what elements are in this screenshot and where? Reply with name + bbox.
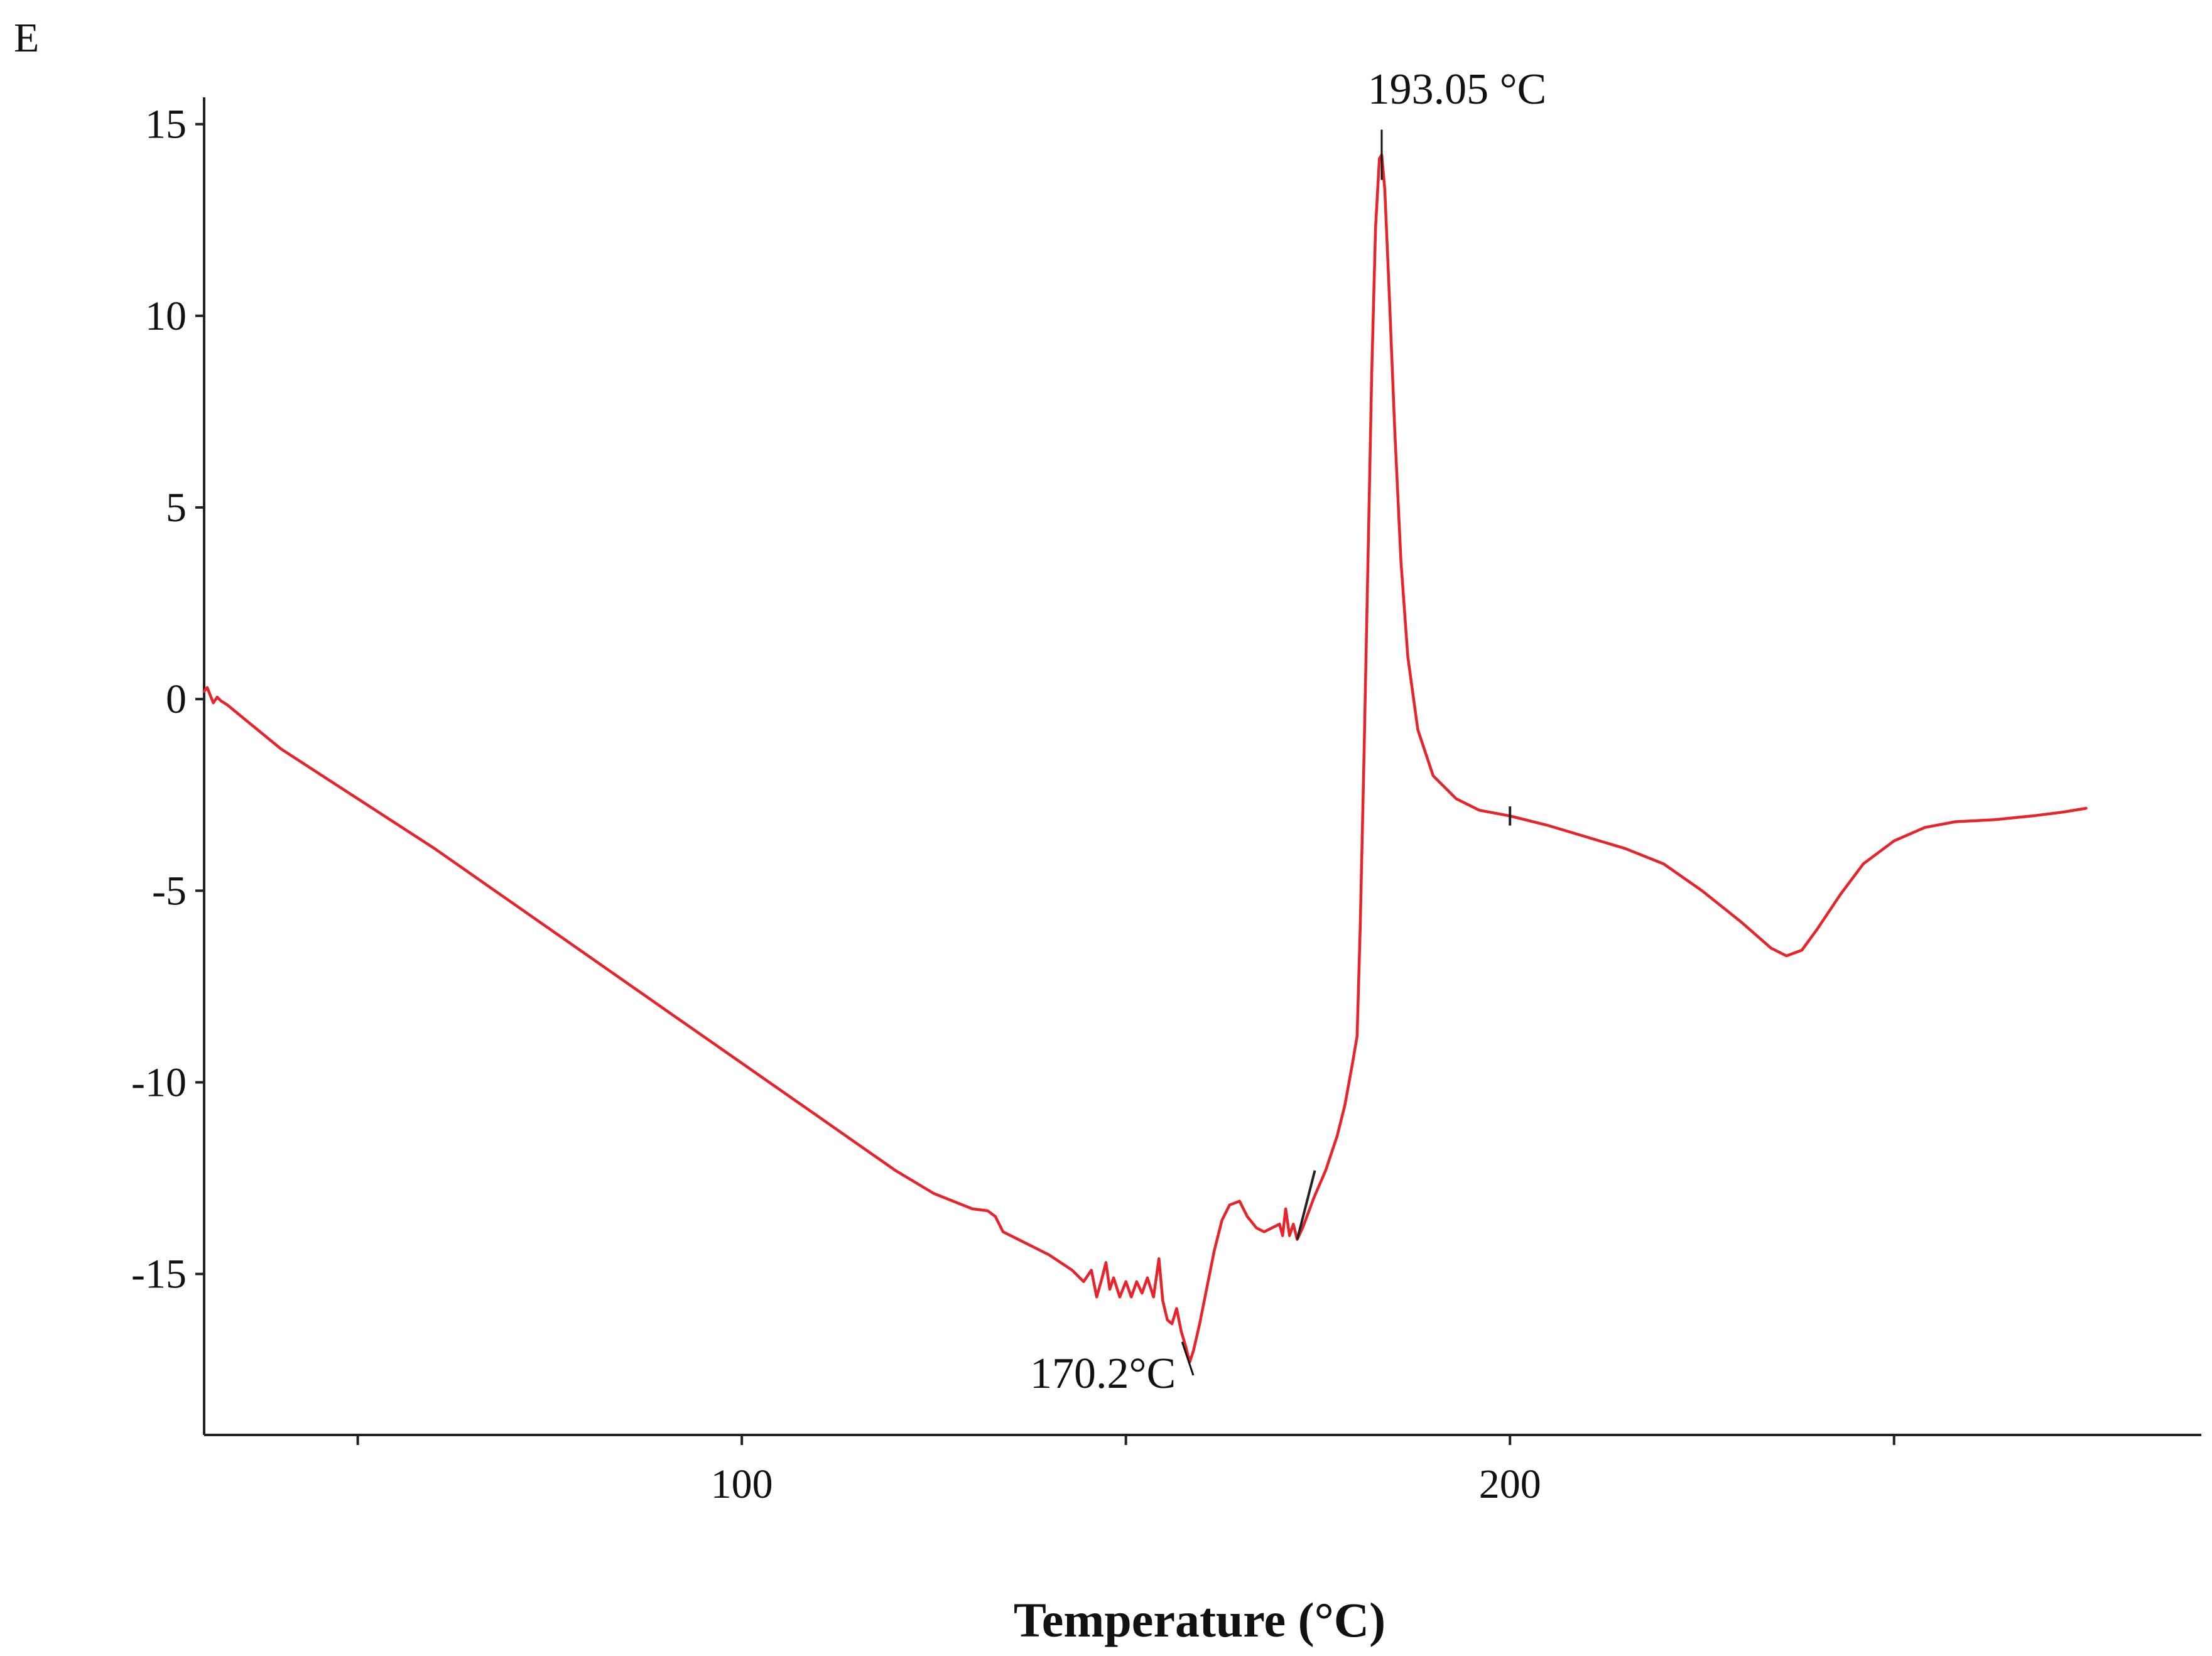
y-ticks: 15 10 5 0 -5 -10 -15 [131,102,204,1297]
y-tick-label: 0 [166,676,187,722]
x-tick-label: 100 [711,1461,773,1507]
annotations: 193.05 °C 170.2°C [1030,65,1546,1398]
axes: 15 10 5 0 -5 -10 -15 100 200 [131,97,2201,1507]
series [202,153,2088,1364]
x-tick-label: 200 [1479,1461,1541,1507]
panel-letter: E [14,15,39,61]
x-ticks: 100 200 [356,1435,1895,1507]
x-axis-title: Temperature (°C) [1014,1593,1385,1647]
trough-leader-line [1181,1341,1195,1376]
y-tick-label: -15 [131,1252,187,1297]
peak-annotation-label: 193.05 °C [1368,65,1547,114]
y-tick-label: -10 [131,1060,187,1106]
y-tick-label: 15 [145,102,187,148]
onset-marker [1296,1170,1316,1240]
trough-annotation-label: 170.2°C [1030,1350,1176,1398]
y-tick-label: -5 [152,868,187,914]
y-tick-label: 5 [166,485,187,531]
dsc-curve-series-0 [202,153,2088,1364]
y-tick-label: 10 [145,293,187,339]
